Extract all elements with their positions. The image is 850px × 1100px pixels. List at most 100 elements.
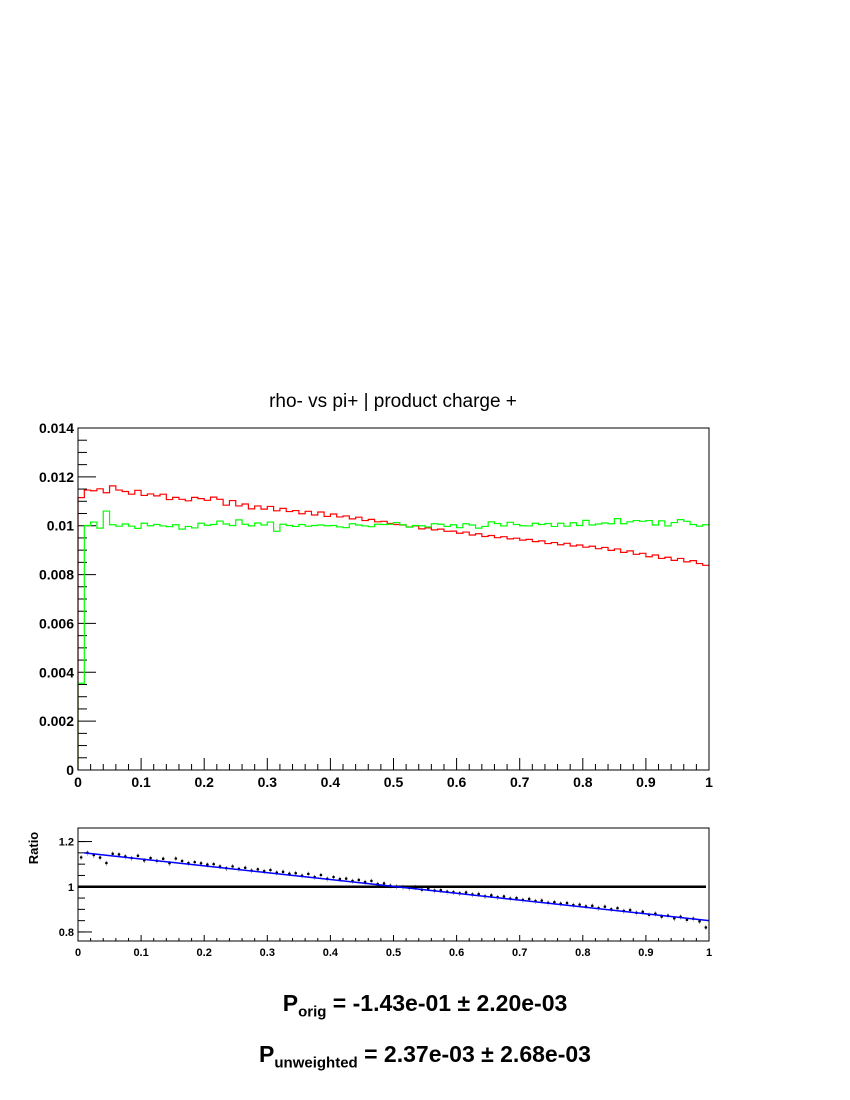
ratio-point [565,901,569,905]
ratio-point [149,856,152,860]
y-tick-label: 0.006 [39,615,74,631]
x-tick-label: 0.5 [384,774,404,790]
ratio-x-tick-label: 0 [75,947,81,959]
y-tick-label: 0.01 [47,518,74,534]
ratio-point [199,861,203,865]
ratio-point [98,856,102,859]
ratio-point [590,904,594,908]
ratio-point [212,862,215,866]
x-tick-label: 1 [705,774,713,790]
polarization-unweighted-subscript: unweighted [274,1054,358,1072]
ratio-point [269,868,272,872]
ratio-point [161,857,165,861]
ratio-point [79,856,83,859]
x-tick-label: 0.8 [573,774,593,790]
ratio-plot-frame [77,827,710,942]
ratio-point [193,860,197,864]
ratio-x-tick-label: 0.5 [386,947,401,959]
ratio-point [704,926,708,929]
histogram-series-1 [77,485,709,770]
y-tick-label: 0.014 [39,420,74,436]
ratio-point [180,859,184,863]
chart-title: rho- vs pi+ | product charge + [269,391,517,412]
y-tick-label: 0.008 [39,567,74,583]
ratio-x-tick-label: 0.7 [512,947,527,959]
ratio-point [603,905,607,908]
ratio-point [111,852,115,856]
ratio-point [540,899,544,902]
main-histogram-series [77,485,709,770]
ratio-point [477,892,480,896]
ratio-point [553,900,556,904]
ratio-point [616,906,619,910]
polarization-unweighted: Punweighted = 2.37e-03 ± 2.68e-03 [0,1041,850,1072]
polarization-orig: Porig = -1.43e-01 ± 2.20e-03 [0,990,850,1021]
ratio-point [370,879,373,883]
x-tick-label: 0 [74,774,82,790]
ratio-x-tick-label: 0.3 [260,947,275,959]
ratio-point [117,853,121,856]
main-histogram-plot: 0 0.1 0.2 0.3 0.4 0.5 0.6 0.7 0.8 0.9 1 0 0.002 0.004… [39,420,713,790]
ratio-y-tick-label: 1 [68,882,74,894]
ratio-point [294,871,297,875]
ratio-plot: 0 0.1 0.2 0.3 0.4 0.5 0.6 0.7 0.8 0.9 1 0.8 1 1.2 Rat… [26,827,712,959]
ratio-point [685,918,689,922]
ratio-x-tick-label: 1 [706,947,712,959]
ratio-point [382,882,386,885]
histogram-series-2 [77,510,709,770]
ratio-point [256,868,260,871]
ratio-x-tick-label: 0.1 [133,947,148,959]
ratio-x-tick-label: 0.4 [323,947,339,959]
x-tick-label: 0.1 [131,774,151,790]
x-tick-label: 0.6 [447,774,467,790]
main-axis-ticks: 0 0.1 0.2 0.3 0.4 0.5 0.6 0.7 0.8 0.9 1 0 0.002 0.004… [39,420,713,790]
ratio-point [578,903,581,906]
ratio-point [344,877,348,880]
ratio-point [628,908,632,912]
ratio-point [698,920,701,923]
ratio-point [319,873,323,877]
ratio-point [231,865,234,868]
ratio-x-tick-label: 0.9 [638,947,653,959]
polarization-unweighted-symbol: P [259,1041,275,1067]
ratio-point [515,896,518,900]
ratio-x-tick-label: 0.2 [197,947,212,959]
main-plot-frame [77,427,710,771]
x-tick-label: 0.9 [636,774,656,790]
polarization-unweighted-value: = 2.37e-03 ± 2.68e-03 [357,1041,591,1067]
ratio-point [174,857,178,860]
ratio-x-tick-label: 0.8 [575,947,590,959]
y-tick-label: 0.012 [39,469,74,485]
y-tick-label: 0 [66,762,74,778]
ratio-point [338,877,342,881]
ratio-point [672,917,676,920]
ratio-point [641,910,645,914]
ratio-point [243,866,247,870]
ratio-x-tick-label: 0.6 [449,947,464,959]
x-tick-label: 0.4 [321,774,341,790]
ratio-point [357,878,361,882]
ratio-point [527,897,531,901]
ratio-point [332,875,335,879]
ratio-point [490,894,493,897]
ratio-point [502,895,506,898]
ratio-point [206,863,209,866]
ratio-y-tick-label: 1.2 [59,837,74,849]
y-tick-label: 0.004 [39,664,74,680]
ratio-point [281,870,285,874]
x-tick-label: 0.2 [194,774,214,790]
ratio-point [464,891,468,894]
polarization-orig-value: = -1.43e-01 ± 2.20e-03 [326,990,568,1016]
ratio-y-axis-label: Ratio [26,832,41,865]
ratio-point [105,861,108,865]
ratio-point [136,854,140,858]
ratio-point [307,872,310,876]
polarization-orig-symbol: P [282,990,299,1016]
x-tick-label: 0.3 [258,774,278,790]
x-tick-label: 0.7 [510,774,530,790]
y-tick-label: 0.002 [39,713,74,729]
ratio-fit-line [84,852,710,922]
polarization-orig-subscript: orig [298,1003,327,1021]
ratio-y-tick-label: 0.8 [59,927,74,939]
